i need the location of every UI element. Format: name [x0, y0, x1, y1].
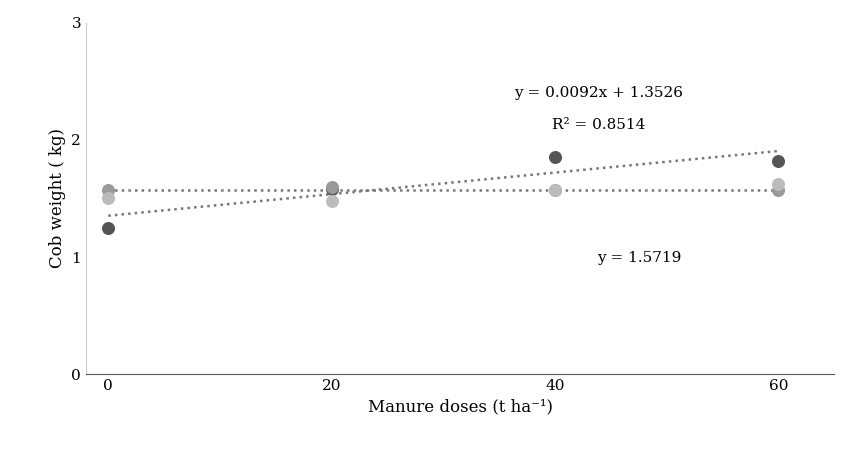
Point — [548, 154, 562, 161]
Text: R² = 0.8514: R² = 0.8514 — [552, 118, 645, 132]
Point — [325, 185, 339, 193]
Point — [548, 187, 562, 194]
Text: y = 0.0092x + 1.3526: y = 0.0092x + 1.3526 — [514, 86, 683, 100]
Point — [771, 181, 785, 188]
Point — [548, 187, 562, 194]
Point — [771, 157, 785, 165]
Point — [325, 197, 339, 204]
Point — [101, 187, 115, 194]
Point — [771, 187, 785, 194]
X-axis label: Manure doses (t ha⁻¹): Manure doses (t ha⁻¹) — [367, 399, 553, 416]
Point — [101, 224, 115, 231]
Y-axis label: Cob weight ( kg): Cob weight ( kg) — [49, 129, 66, 268]
Text: y = 1.5719: y = 1.5719 — [598, 251, 682, 265]
Point — [101, 195, 115, 202]
Point — [325, 183, 339, 190]
